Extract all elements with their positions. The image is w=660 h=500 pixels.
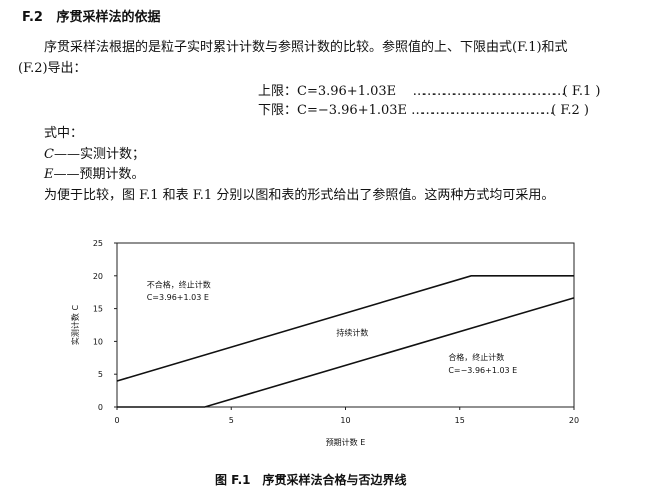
- y-tick-label: 10: [93, 337, 103, 346]
- paragraph-cont: (F.2)导出：: [18, 61, 87, 76]
- formula-f1: 上限：C=3.96+1.03E ………………………………………( F.1 ): [258, 84, 601, 99]
- boundary-chart: 0 5 10 15 20 0 5 10 15 20 25 不合格，终止计数 C=3.96+1.03 E 持…: [70, 239, 579, 447]
- y-tick-label: 0: [98, 403, 103, 412]
- x-axis-label: 预期计数 E: [326, 437, 366, 447]
- section-heading: F.2 序贯采样法的依据: [22, 10, 161, 25]
- definition-e: E——预期计数。: [44, 167, 145, 182]
- annotation: C=3.96+1.03 E: [147, 293, 209, 302]
- upper-limit-line: [116, 274, 574, 382]
- formula-f2: 下限：C=−3.96+1.03E ……………………………………( F.2 ): [258, 103, 589, 118]
- paragraph: 序贯采样法根据的是粒子实时累计计数与参照计数的比较。参照值的上、下限由式(F.1…: [44, 40, 568, 55]
- y-axis-label: 实测计数 C: [70, 305, 80, 346]
- x-tick-label: 15: [455, 416, 465, 425]
- x-tick-label: 10: [340, 416, 350, 425]
- x-tick-label: 5: [229, 416, 234, 425]
- y-tick-label: 20: [93, 272, 103, 281]
- annotation: 持续计数: [336, 327, 368, 337]
- y-tick-label: 5: [98, 370, 103, 379]
- annotation: 合格，终止计数: [448, 352, 504, 362]
- y-tick-label: 15: [93, 305, 103, 314]
- x-tick-label: 0: [114, 416, 119, 425]
- x-tick-label: 20: [569, 416, 579, 425]
- annotation: 不合格，终止计数: [147, 280, 211, 290]
- definition-c: C——实测计数；: [44, 147, 145, 162]
- y-tick-label: 25: [93, 239, 103, 248]
- annotation: C=−3.96+1.03 E: [448, 366, 517, 375]
- paragraph: 为便于比较，图 F.1 和表 F.1 分别以图和表的形式给出了参照值。这两种方式…: [44, 188, 555, 203]
- lower-limit-line: [117, 297, 575, 408]
- plot-frame: [116, 242, 575, 408]
- where-label: 式中：: [44, 126, 84, 141]
- figure-caption: 图 F.1 序贯采样法合格与否边界线: [215, 473, 407, 487]
